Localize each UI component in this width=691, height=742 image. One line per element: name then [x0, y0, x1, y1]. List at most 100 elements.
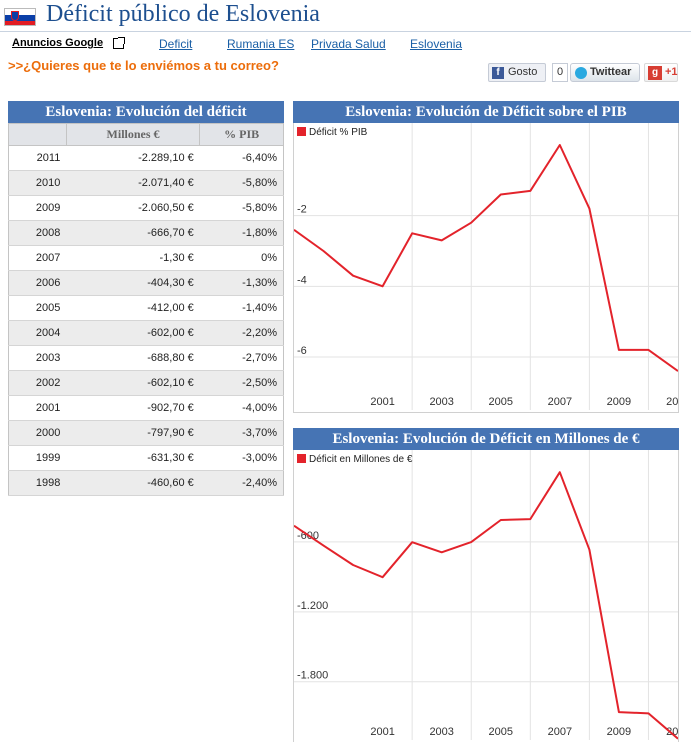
y-tick-label: -2: [297, 204, 307, 216]
page-header: Déficit público de Eslovenia: [0, 0, 691, 32]
cell-pib: -5,80%: [199, 170, 284, 196]
cell-millones: -2.289,10 €: [66, 145, 200, 171]
cell-millones: -797,90 €: [66, 420, 200, 446]
cell-pib: -4,00%: [199, 395, 284, 421]
facebook-like-button[interactable]: f Gosto: [488, 63, 546, 82]
table-row: 2007 -1,30 €0%: [8, 245, 284, 271]
series-line: [294, 471, 678, 740]
cell-year: 2005: [8, 295, 67, 321]
x-tick-label: 2011: [666, 726, 678, 738]
x-tick-label: 2007: [548, 726, 572, 738]
cell-year: 2001: [8, 395, 67, 421]
table-title: Eslovenia: Evolución del déficit: [8, 101, 284, 123]
x-tick-label: 2001: [370, 726, 394, 738]
google-plus-icon: g: [648, 66, 662, 80]
ads-label-link[interactable]: Anuncios Google: [12, 37, 104, 49]
cell-millones: -1,30 €: [66, 245, 200, 271]
table-row: 2003 -688,80 € -2,70%: [8, 345, 284, 371]
subscribe-email-link[interactable]: >>¿Quieres que te lo enviémos a tu corre…: [8, 58, 279, 73]
cell-millones: -412,00 €: [66, 295, 200, 321]
table-row: 2010 -2.071,40 € -5,80%: [8, 170, 284, 196]
column-header-pib: % PIB: [199, 123, 284, 146]
table-row: 2000 -797,90 € -3,70%: [8, 420, 284, 446]
table-row: 2006 -404,30 € -1,30%: [8, 270, 284, 296]
cell-year: 1998: [8, 470, 67, 496]
slovenia-flag-icon: [4, 8, 36, 26]
cell-millones: -2.071,40 €: [66, 170, 200, 196]
x-tick-label: 2009: [607, 396, 631, 408]
cell-pib: -1,30%: [199, 270, 284, 296]
chart-millones-svg: -600-1.200-1.800200120032005200720092011…: [294, 450, 678, 740]
y-tick-label: -4: [297, 274, 307, 286]
cell-pib: -2,50%: [199, 370, 284, 396]
x-tick-label: 2005: [489, 726, 513, 738]
x-tick-label: 2007: [548, 396, 572, 408]
chart-pib-svg: -2 -4 -6 2001 2003 2005 2007 2009 2011 Déficit % …: [294, 123, 678, 410]
cell-year: 2002: [8, 370, 67, 396]
table-header-row: Millones € % PIB: [8, 123, 284, 146]
column-header-year: [8, 123, 67, 146]
x-tick-label: 2005: [489, 396, 513, 408]
chart-millones-panel: Eslovenia: Evolución de Déficit en Millo…: [293, 428, 679, 742]
page-title: Déficit público de Eslovenia: [46, 1, 320, 27]
facebook-count: 0: [552, 63, 568, 82]
ad-link-rumania[interactable]: Rumania ES: [227, 37, 295, 51]
table-row: 2008 -666,70 € -1,80%: [8, 220, 284, 246]
cell-year: 2011: [8, 145, 67, 171]
cell-pib: -2,20%: [199, 320, 284, 346]
cell-pib: -3,70%: [199, 420, 284, 446]
table-row: 1998 -460,60 € -2,40%: [8, 470, 284, 496]
cell-year: 2008: [8, 220, 67, 246]
cell-millones: -688,80 €: [66, 345, 200, 371]
y-tick-label: -6: [297, 345, 307, 357]
table-row: 2004 -602,00 € -2,20%: [8, 320, 284, 346]
cell-year: 2010: [8, 170, 67, 196]
deficit-table: Millones € % PIB 2011 -2.289,10 € -6,40% 20…: [8, 123, 284, 496]
legend-label: Déficit en Millones de €: [309, 454, 413, 465]
table-row: 2001 -902,70 € -4,00%: [8, 395, 284, 421]
cell-year: 2007: [8, 245, 67, 271]
cell-millones: -602,10 €: [66, 370, 200, 396]
google-plus-one-button[interactable]: g +1: [644, 63, 678, 82]
x-tick-label: 2011: [666, 396, 678, 408]
chart-pib-area: -2 -4 -6 2001 2003 2005 2007 2009 2011 Déficit % …: [293, 123, 679, 413]
table-row: 1999 -631,30 € -3,00%: [8, 445, 284, 471]
legend-label: Déficit % PIB: [309, 127, 368, 138]
external-link-icon[interactable]: [113, 37, 125, 49]
chart-pib-panel: Eslovenia: Evolución de Déficit sobre el…: [293, 101, 679, 413]
table-row: 2009 -2.060,50 € -5,80%: [8, 195, 284, 221]
cell-pib: -6,40%: [199, 145, 284, 171]
cell-pib: -1,80%: [199, 220, 284, 246]
x-tick-label: 2003: [429, 726, 453, 738]
legend-swatch: [297, 127, 306, 136]
facebook-icon: f: [492, 67, 504, 79]
cell-year: 2003: [8, 345, 67, 371]
legend-swatch: [297, 454, 306, 463]
ad-link-deficit[interactable]: Deficit: [159, 37, 193, 51]
cell-year: 2000: [8, 420, 67, 446]
cell-millones: -460,60 €: [66, 470, 200, 496]
column-header-millones: Millones €: [65, 123, 201, 146]
series-line: [294, 144, 678, 372]
cell-year: 2006: [8, 270, 67, 296]
twitter-tweet-button[interactable]: Twittear: [570, 63, 640, 82]
cell-millones: -404,30 €: [66, 270, 200, 296]
deficit-table-panel: Eslovenia: Evolución del déficit Millone…: [8, 101, 284, 496]
x-tick-label: 2003: [429, 396, 453, 408]
chart-pib-title: Eslovenia: Evolución de Déficit sobre el…: [293, 101, 679, 123]
twitter-bird-icon: [575, 67, 587, 79]
twitter-label: Twittear: [590, 66, 632, 78]
x-tick-label: 2009: [607, 726, 631, 738]
cell-millones: -602,00 €: [66, 320, 200, 346]
cell-pib: -1,40%: [199, 295, 284, 321]
ad-link-privada-salud[interactable]: Privada Salud: [311, 37, 386, 51]
cell-pib: -3,00%: [199, 445, 284, 471]
ad-link-eslovenia[interactable]: Eslovenia: [410, 37, 463, 51]
cell-millones: -902,70 €: [66, 395, 200, 421]
cell-millones: -2.060,50 €: [66, 195, 200, 221]
cell-year: 2004: [8, 320, 67, 346]
y-tick-label: -1.200: [297, 600, 328, 612]
facebook-like-label: Gosto: [508, 66, 538, 78]
y-tick-label: -1.800: [297, 670, 328, 682]
cell-pib: -2,70%: [199, 345, 284, 371]
